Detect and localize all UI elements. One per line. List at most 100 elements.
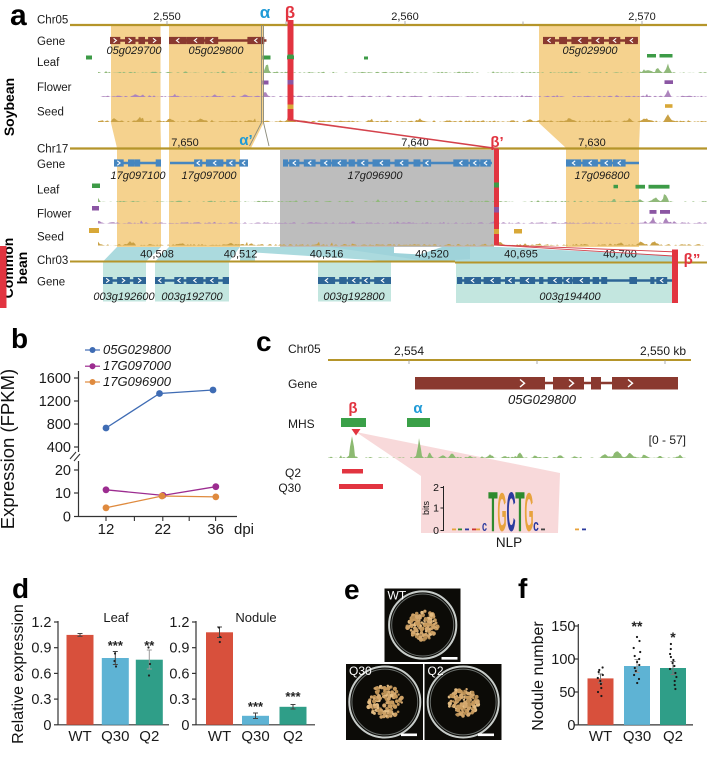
svg-text:Chr03: Chr03 [37,255,68,267]
svg-text:1600: 1600 [39,371,71,387]
svg-text:***: *** [285,689,301,704]
svg-text:0: 0 [63,510,71,526]
svg-text:05G029800: 05G029800 [508,392,577,407]
svg-text:40,700: 40,700 [603,249,637,261]
svg-text:100: 100 [551,652,575,668]
svg-text:50: 50 [559,685,575,701]
svg-text:G: G [524,483,533,544]
svg-text:***: *** [248,699,264,714]
svg-text:003g194400: 003g194400 [539,291,601,303]
svg-text:Q2: Q2 [283,728,303,745]
svg-text:Q2: Q2 [428,664,444,678]
svg-text:[0 - 57]: [0 - 57] [649,433,686,447]
svg-text:MHS: MHS [288,417,315,431]
svg-text:Leaf: Leaf [37,57,60,69]
svg-text:003g192600: 003g192600 [93,291,155,303]
svg-text:7,630: 7,630 [578,137,606,149]
svg-text:c: c [482,518,487,535]
svg-text:20: 20 [55,463,71,479]
svg-text:05g029900: 05g029900 [562,45,618,57]
svg-text:0: 0 [433,525,439,537]
svg-text:e: e [344,574,360,605]
svg-text:40,695: 40,695 [504,249,538,261]
svg-text:c: c [256,326,272,357]
svg-text:Q30: Q30 [349,664,372,678]
svg-text:05g029700: 05g029700 [106,45,162,57]
svg-text:WT: WT [589,728,612,745]
svg-text:1.2: 1.2 [169,615,189,631]
svg-text:bean: bean [14,252,30,285]
svg-text:40,508: 40,508 [140,249,174,261]
svg-text:Leaf: Leaf [37,185,60,197]
svg-text:f: f [518,573,528,604]
svg-text:05g029800: 05g029800 [188,45,244,57]
svg-text:2,560: 2,560 [391,11,419,23]
svg-text:Gene: Gene [37,277,65,289]
svg-text:a: a [10,0,27,32]
svg-text:Q2: Q2 [139,728,159,745]
svg-text:α: α [413,400,423,417]
svg-text:0.9: 0.9 [31,641,51,657]
svg-text:Chr05: Chr05 [37,15,68,27]
svg-text:Seed: Seed [37,232,64,244]
svg-text:2,554: 2,554 [394,344,424,358]
svg-text:**: ** [632,618,643,634]
svg-text:Chr05: Chr05 [288,342,321,356]
svg-text:Seed: Seed [37,107,64,119]
svg-text:β: β [348,400,357,417]
svg-text:Nodule: Nodule [235,610,276,625]
svg-text:Q30: Q30 [623,728,651,745]
svg-text:17g097000: 17g097000 [181,170,237,182]
svg-text:22: 22 [154,521,171,538]
svg-text:d: d [12,573,29,604]
svg-text:12: 12 [98,521,115,538]
svg-text:0.6: 0.6 [31,666,51,682]
svg-text:C: C [506,480,515,543]
svg-text:c: c [533,515,539,534]
svg-text:17g097100: 17g097100 [110,170,166,182]
svg-text:*: * [670,629,676,645]
svg-text:Gene: Gene [37,159,65,171]
svg-text:17G097000: 17G097000 [103,358,172,373]
svg-text:40,520: 40,520 [415,249,449,261]
svg-text:40,512: 40,512 [224,249,258,261]
svg-text:800: 800 [47,417,71,433]
svg-text:0: 0 [567,718,575,734]
svg-text:Chr17: Chr17 [37,144,68,156]
svg-text:05G029800: 05G029800 [103,342,172,357]
svg-text:NLP: NLP [496,535,522,550]
svg-text:WT: WT [208,728,231,745]
svg-text:150: 150 [551,619,575,635]
svg-text:2,570: 2,570 [628,11,656,23]
svg-text:Leaf: Leaf [103,610,129,625]
svg-text:Q30: Q30 [101,728,129,745]
svg-text:Q2: Q2 [285,466,301,480]
svg-text:Q30: Q30 [278,481,301,495]
svg-text:T: T [515,479,525,543]
svg-text:Soybean: Soybean [1,78,17,136]
svg-text:0.3: 0.3 [169,692,189,708]
svg-text:α’: α’ [239,132,252,149]
svg-text:400: 400 [47,440,71,456]
svg-text:17G096900: 17G096900 [103,374,172,389]
svg-text:10: 10 [55,486,71,502]
svg-text:β’: β’ [490,134,503,151]
svg-text:T: T [488,479,498,543]
svg-text:1.2: 1.2 [31,615,51,631]
svg-text:2,550: 2,550 [153,11,181,23]
svg-text:Nodule number: Nodule number [530,621,547,731]
svg-text:Expression (FPKM): Expression (FPKM) [0,369,18,529]
svg-text:b: b [11,323,28,354]
svg-text:WT: WT [68,728,91,745]
svg-text:36: 36 [207,521,224,538]
svg-text:Q30: Q30 [241,728,269,745]
svg-text:***: *** [108,638,124,653]
svg-text:Gene: Gene [288,377,318,391]
svg-text:7,640: 7,640 [401,137,429,149]
svg-text:1: 1 [433,503,439,515]
svg-text:0: 0 [181,718,189,734]
svg-text:WT: WT [388,589,407,603]
svg-text:Q2: Q2 [663,728,683,745]
svg-text:G: G [497,483,506,544]
svg-text:17g096900: 17g096900 [347,170,403,182]
